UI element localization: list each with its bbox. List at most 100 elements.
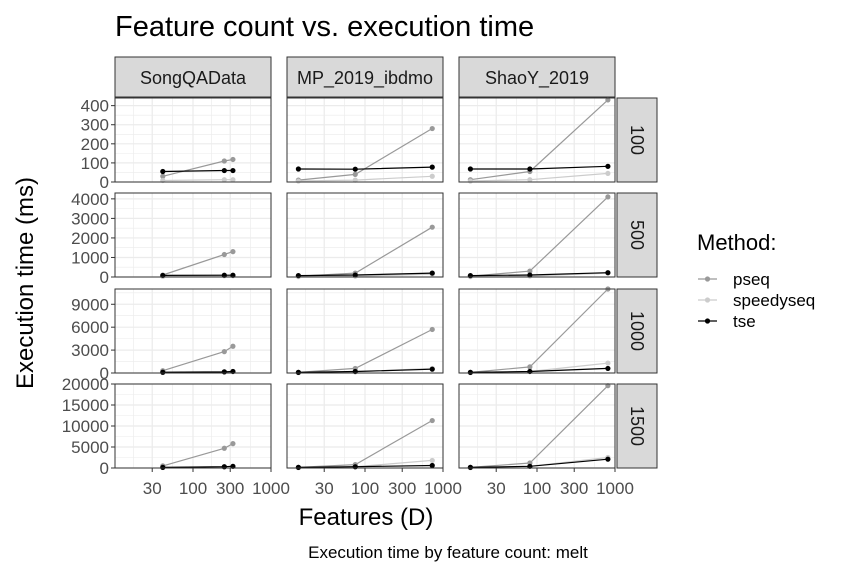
x-axis-title: Features (D)	[299, 504, 434, 531]
facet-panel	[458, 192, 616, 280]
facet-panel	[286, 288, 444, 376]
data-point-speedyseq	[429, 173, 435, 179]
column-strip-label: MP_2019_ibdmo	[297, 68, 433, 89]
facet-panel	[286, 192, 444, 280]
data-point-pseq	[605, 97, 611, 103]
y-tick-label: 400	[81, 97, 109, 116]
x-tick-label: 100	[523, 479, 551, 498]
data-point-speedyseq	[352, 177, 358, 183]
x-tick-label: 1000	[424, 479, 462, 498]
y-tick-label: 2000	[71, 229, 109, 248]
y-tick-label: 0	[100, 459, 109, 478]
strip-background	[616, 383, 658, 469]
column-strip-label: SongQAData	[140, 68, 247, 88]
data-point-pseq	[221, 158, 227, 164]
data-point-pseq	[352, 171, 358, 177]
data-point-pseq	[429, 224, 435, 230]
y-tick-label: 9000	[71, 295, 109, 314]
data-point-tse	[221, 369, 227, 375]
data-point-tse	[160, 168, 166, 175]
data-point-tse	[527, 166, 533, 172]
data-point-pseq	[160, 173, 166, 179]
legend-key-point	[704, 318, 711, 324]
column-strip: SongQAData	[114, 56, 272, 98]
y-tick-label: 3000	[71, 341, 109, 360]
legend-item: tse	[698, 312, 756, 331]
panel-border	[286, 97, 444, 183]
x-tick-label: 300	[388, 479, 416, 498]
y-tick-label: 4000	[71, 190, 109, 209]
data-point-tse	[467, 464, 473, 470]
y-tick-label: 3000	[71, 209, 109, 228]
row-strip-label: 1000	[627, 311, 647, 351]
data-point-pseq	[429, 417, 435, 424]
data-point-speedyseq	[605, 360, 611, 366]
x-tick-label: 30	[487, 479, 506, 498]
row-strip-label: 1500	[627, 406, 647, 446]
data-point-pseq	[230, 156, 236, 163]
facet-panel	[114, 97, 272, 184]
data-point-tse	[221, 464, 227, 470]
legend-item: pseq	[698, 270, 770, 289]
panel-border	[114, 97, 272, 183]
legend-item: speedyseq	[698, 291, 815, 310]
data-point-pseq	[221, 349, 227, 355]
strip-background	[286, 56, 444, 98]
data-point-speedyseq	[221, 177, 227, 183]
y-tick-label: 10000	[62, 417, 109, 436]
row-strip: 1000	[616, 288, 658, 374]
x-tick-label: 300	[560, 479, 588, 498]
legend-label: pseq	[733, 270, 770, 289]
data-point-tse	[352, 166, 358, 172]
row-strip: 100	[616, 97, 658, 183]
data-point-tse	[605, 365, 611, 372]
row-strip: 500	[616, 192, 658, 278]
strip-background	[114, 56, 272, 98]
data-point-pseq	[230, 343, 236, 349]
data-point-tse	[605, 270, 611, 276]
data-point-pseq	[221, 445, 227, 451]
x-tick-label: 30	[315, 479, 334, 498]
y-tick-label: 200	[81, 135, 109, 154]
strip-background	[616, 192, 658, 278]
data-point-pseq	[429, 125, 435, 132]
data-point-tse	[467, 166, 473, 172]
facet-grid: SongQAData MP_2019_ibdmo ShaoY_20191000100…	[62, 56, 658, 498]
y-tick-label: 0	[100, 173, 109, 192]
strip-background	[616, 288, 658, 374]
y-axis-title: Execution time (ms)	[12, 177, 39, 389]
data-point-tse	[429, 462, 435, 469]
row-strip-label: 500	[627, 220, 647, 250]
data-point-tse	[429, 270, 435, 276]
data-point-pseq	[230, 441, 236, 447]
panel-border	[286, 192, 444, 278]
x-tick-label: 100	[179, 479, 207, 498]
row-strip: 1500	[616, 383, 658, 469]
facet-panel	[458, 383, 616, 471]
legend-label: tse	[733, 312, 756, 331]
facet-panel	[286, 97, 444, 184]
x-tick-label: 100	[351, 479, 379, 498]
column-strip: MP_2019_ibdmo	[286, 56, 444, 98]
facet-panel	[114, 192, 272, 280]
data-point-tse	[605, 456, 611, 462]
data-point-speedyseq	[467, 178, 473, 184]
data-point-pseq	[527, 268, 533, 274]
y-tick-label: 0	[100, 364, 109, 383]
legend-key-point	[704, 297, 711, 303]
legend: Method: pseq speedyseq tse	[697, 230, 815, 331]
x-tick-label: 1000	[596, 479, 634, 498]
row-strip-label: 100	[627, 125, 647, 155]
data-point-tse	[160, 464, 166, 470]
legend-label: speedyseq	[733, 291, 815, 310]
y-tick-label: 6000	[71, 318, 109, 337]
x-tick-label: 300	[216, 479, 244, 498]
data-point-tse	[527, 272, 533, 278]
y-tick-label: 1000	[71, 248, 109, 267]
x-tick-label: 1000	[252, 479, 290, 498]
panel-border	[458, 97, 616, 183]
data-point-pseq	[230, 249, 236, 255]
y-tick-label: 0	[100, 268, 109, 287]
data-point-tse	[295, 464, 301, 470]
